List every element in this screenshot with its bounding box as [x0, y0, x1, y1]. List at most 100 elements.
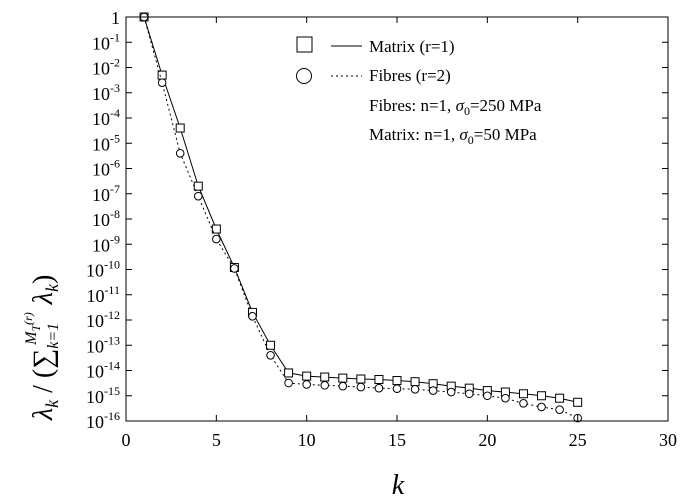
y-label-lambda-2-sub: k — [42, 283, 62, 292]
y-tick-label-base: 10 — [92, 185, 110, 205]
y-tick-label-base: 10 — [92, 160, 110, 180]
series-1-point — [193, 181, 203, 191]
series-1-point — [157, 70, 167, 80]
y-tick-label-exponent: -4 — [110, 106, 120, 120]
y-label-lambda-sub: k — [42, 399, 62, 408]
y-tick-label-base: 10 — [92, 59, 110, 79]
series-2-point — [157, 78, 167, 88]
series-1-point — [356, 374, 366, 384]
y-label-sum: ∑ — [28, 349, 59, 369]
series-1-point — [537, 391, 547, 401]
y-tick-label: 10-14 — [86, 359, 120, 382]
y-tick-label-base: 10 — [92, 235, 110, 255]
y-tick-label: 10-9 — [92, 232, 120, 255]
y-axis-label: λk / (∑k=1MT(r)λk) — [21, 275, 62, 421]
y-tick-label-exponent: -8 — [110, 207, 120, 221]
y-tick-label: 10-10 — [86, 258, 120, 281]
chart-marks — [139, 12, 583, 423]
y-tick-label-exponent: -9 — [110, 232, 120, 246]
y-tick-label: 10-4 — [92, 106, 120, 129]
y-tick-label: 10-2 — [92, 56, 120, 79]
y-tick-label-base: 10 — [86, 387, 104, 407]
annotation-fibres-prefix: Fibres: n=1, — [369, 96, 456, 115]
y-tick-label-base: 10 — [92, 33, 110, 53]
y-tick-label-exponent: -1 — [110, 30, 120, 44]
series-1-point — [338, 373, 348, 383]
series-2-point — [446, 387, 456, 397]
x-tick-label: 20 — [478, 430, 496, 450]
series-1-point — [320, 372, 330, 382]
series-1-point — [410, 377, 420, 387]
legend: Matrix (r=1) Fibres (r=2) Fibres: n=1, σ… — [296, 36, 542, 147]
y-label-lambda: λ — [28, 408, 59, 421]
annotation-matrix-suffix: =50 MPa — [474, 125, 537, 144]
y-label-sum-upper-t: T — [29, 324, 43, 332]
series-2-point — [392, 384, 402, 394]
series-1-point — [518, 389, 528, 399]
series-1-point — [392, 376, 402, 386]
y-tick-label: 10-13 — [86, 333, 120, 356]
series-1-point — [284, 368, 294, 378]
y-tick-label-exponent: -11 — [104, 283, 120, 297]
y-tick-label-exponent: -13 — [104, 333, 120, 347]
series-2-point — [428, 386, 438, 395]
series-2-point — [320, 380, 330, 390]
y-tick-label-exponent: -6 — [110, 157, 120, 171]
series-2-point — [212, 234, 221, 244]
y-tick-label-exponent: -12 — [104, 308, 120, 322]
y-tick-label-exponent: -10 — [104, 258, 120, 272]
y-tick-label: 10-11 — [86, 283, 120, 306]
series-2-point — [374, 383, 384, 393]
y-tick-label-exponent: -7 — [110, 182, 120, 196]
series-1-point — [211, 224, 221, 234]
y-tick-label-exponent: -3 — [110, 81, 120, 95]
x-tick-label: 5 — [212, 430, 221, 450]
y-tick-label-base: 10 — [86, 286, 104, 306]
y-tick-label: 10-6 — [92, 157, 120, 180]
y-tick-label-exponent: -16 — [104, 409, 120, 423]
series-2-point — [248, 312, 257, 321]
axes: 0 5 10 15 20 25 30110-110-210-310-410-510-610-… — [86, 8, 677, 450]
series-2-point — [338, 381, 348, 391]
x-tick-label: 10 — [298, 430, 316, 450]
y-tick-label: 10-1 — [92, 30, 120, 53]
series-2-point — [193, 191, 203, 201]
series-1-point — [266, 340, 276, 350]
y-tick-label-base: 10 — [86, 261, 104, 281]
y-tick-label: 10-16 — [86, 409, 120, 432]
legend-series-2-label: Fibres (r=2) — [369, 66, 451, 85]
series-2-point — [519, 399, 528, 408]
x-tick-label: 25 — [569, 430, 587, 450]
series-1-point — [175, 123, 185, 133]
annotation-matrix-sigma: σ — [459, 125, 468, 144]
y-tick-label-base: 10 — [92, 134, 110, 154]
y-tick-label-exponent: -5 — [110, 131, 120, 145]
series-2-point — [230, 264, 239, 273]
series-1-point — [374, 375, 384, 385]
annotation-fibres-sigma: σ — [456, 96, 465, 115]
series-2-point — [284, 378, 293, 388]
series-2-point — [483, 391, 492, 401]
y-tick-label-exponent: -14 — [104, 359, 120, 373]
series-1-point — [302, 371, 312, 381]
series-2-point — [175, 148, 185, 158]
annotation-fibres-suffix: =250 MPa — [470, 96, 542, 115]
series-2-point — [464, 389, 474, 399]
y-tick-label-base: 10 — [86, 362, 104, 382]
y-tick-label: 10-8 — [92, 207, 120, 230]
series-2-point — [410, 385, 420, 394]
x-tick-label: 0 — [122, 430, 131, 450]
y-tick-label-base: 10 — [86, 311, 104, 331]
series-2-point — [501, 393, 510, 403]
y-label-sum-upper-r: (r) — [21, 312, 35, 325]
svg-text:λk / (∑k=1MT(r)λk): λk / (∑k=1MT(r)λk) — [21, 275, 62, 421]
y-tick-label-exponent: -2 — [110, 56, 120, 70]
series-2-point — [555, 405, 564, 415]
y-tick-label-base: 10 — [86, 336, 104, 356]
y-label-lambda-2: λ — [28, 292, 59, 305]
y-tick-label: 10-15 — [86, 384, 120, 407]
annotation-matrix: Matrix: n=1, σ0=50 MPa — [369, 125, 537, 147]
annotation-fibres-sigma-sub: 0 — [464, 104, 470, 118]
